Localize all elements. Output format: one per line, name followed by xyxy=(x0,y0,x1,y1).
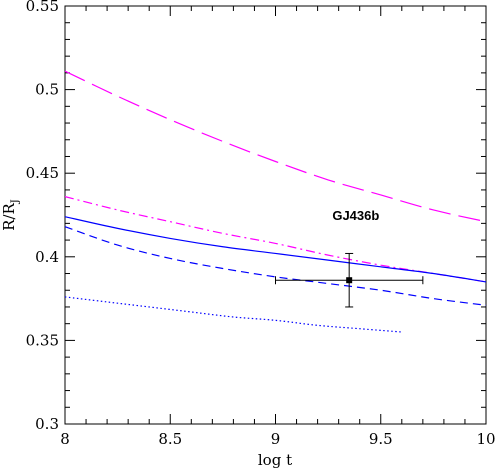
plot-frame xyxy=(64,5,487,425)
series-line-dotted xyxy=(64,296,402,333)
y-axis-label: R/RJ xyxy=(0,199,21,231)
y-tick-label: 0.55 xyxy=(26,0,59,15)
axis-ticks xyxy=(64,5,487,425)
y-tick-label: 0.5 xyxy=(35,81,59,99)
y-tick-label: 0.45 xyxy=(26,164,59,182)
annotation-gj436b: GJ436b xyxy=(332,208,379,223)
x-tick-label: 10 xyxy=(476,430,495,448)
x-tick-label: 8.5 xyxy=(158,430,182,448)
series-line-solid xyxy=(64,216,487,283)
x-tick-label: 9 xyxy=(271,430,281,448)
series-layer xyxy=(64,70,487,333)
series-line-long-dash xyxy=(64,70,487,223)
x-axis-label: log t xyxy=(258,451,292,469)
y-tick-label: 0.4 xyxy=(35,248,59,266)
data-points xyxy=(275,252,424,308)
y-axis-label-main: R/R xyxy=(0,202,18,230)
y-tick-label: 0.35 xyxy=(26,331,59,349)
data-point-gj436b xyxy=(346,277,353,284)
x-tick-label: 8 xyxy=(60,430,70,448)
series-line-dash-dot xyxy=(64,196,487,283)
series-line-short-dash xyxy=(64,226,487,306)
y-tick-label: 0.3 xyxy=(35,415,59,433)
y-axis-label-subscript: J xyxy=(10,199,21,204)
axis-tick-labels: 8 8.5 9 9.5 10 0.3 0.35 0.4 0.45 0.5 0.55 xyxy=(26,0,495,448)
x-tick-label: 9.5 xyxy=(369,430,393,448)
